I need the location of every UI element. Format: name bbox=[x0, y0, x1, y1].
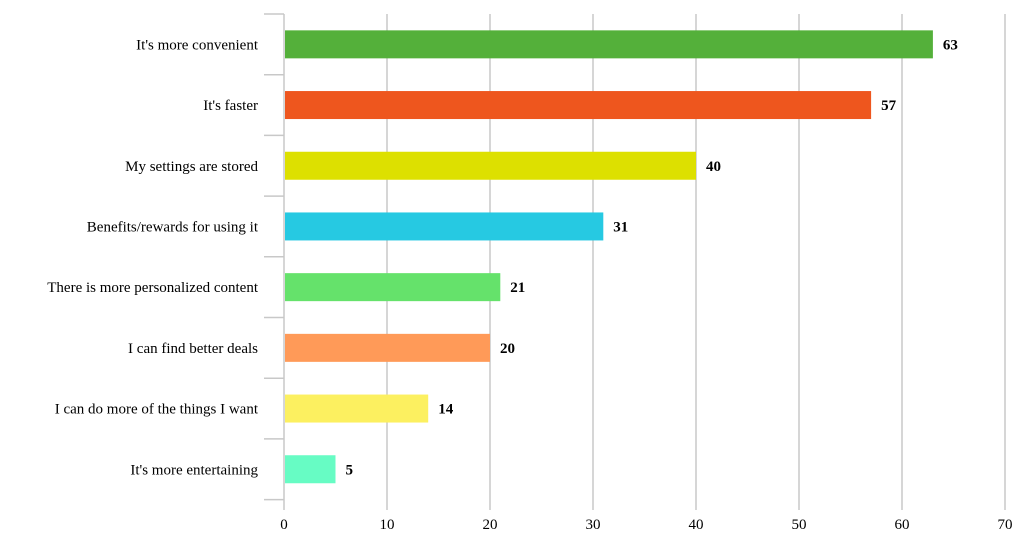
category-labels: It's more convenient It's faster My settin… bbox=[47, 37, 259, 478]
data-label: 20 bbox=[500, 341, 515, 357]
x-tick-label: 10 bbox=[380, 517, 395, 533]
bar bbox=[285, 394, 429, 423]
x-tick-label: 30 bbox=[586, 517, 601, 533]
bar bbox=[285, 212, 604, 241]
data-label: 31 bbox=[613, 219, 628, 235]
x-tick-labels: 0 10 20 30 40 50 60 70 bbox=[280, 517, 1012, 533]
x-tick-label: 70 bbox=[998, 517, 1013, 533]
x-tick-label: 50 bbox=[792, 517, 807, 533]
data-label: 63 bbox=[943, 37, 958, 53]
value-labels: 63 57 40 31 21 20 14 5 bbox=[346, 37, 958, 478]
category-label: I can find better deals bbox=[128, 341, 258, 357]
axes bbox=[264, 13, 1006, 510]
bar bbox=[285, 273, 501, 302]
bar bbox=[285, 151, 696, 180]
data-label: 21 bbox=[510, 280, 525, 296]
x-tick-label: 0 bbox=[280, 517, 288, 533]
gridlines bbox=[386, 14, 1006, 498]
bar bbox=[285, 91, 872, 120]
x-tick-label: 40 bbox=[689, 517, 704, 533]
x-tick-label: 60 bbox=[895, 517, 910, 533]
data-label: 5 bbox=[346, 462, 354, 478]
data-label: 14 bbox=[438, 402, 454, 418]
data-label: 40 bbox=[706, 159, 721, 175]
x-tick-label: 20 bbox=[483, 517, 498, 533]
category-label: There is more personalized content bbox=[47, 280, 259, 296]
category-label: It's faster bbox=[203, 98, 258, 114]
bar bbox=[285, 333, 490, 362]
category-label: I can do more of the things I want bbox=[55, 402, 259, 418]
category-label: Benefits/rewards for using it bbox=[87, 219, 259, 235]
category-label: My settings are stored bbox=[125, 159, 258, 175]
bar bbox=[285, 30, 933, 59]
category-label: It's more entertaining bbox=[130, 462, 258, 478]
bars bbox=[285, 30, 933, 484]
bar bbox=[285, 455, 336, 484]
data-label: 57 bbox=[881, 98, 897, 114]
category-label: It's more convenient bbox=[136, 37, 259, 53]
